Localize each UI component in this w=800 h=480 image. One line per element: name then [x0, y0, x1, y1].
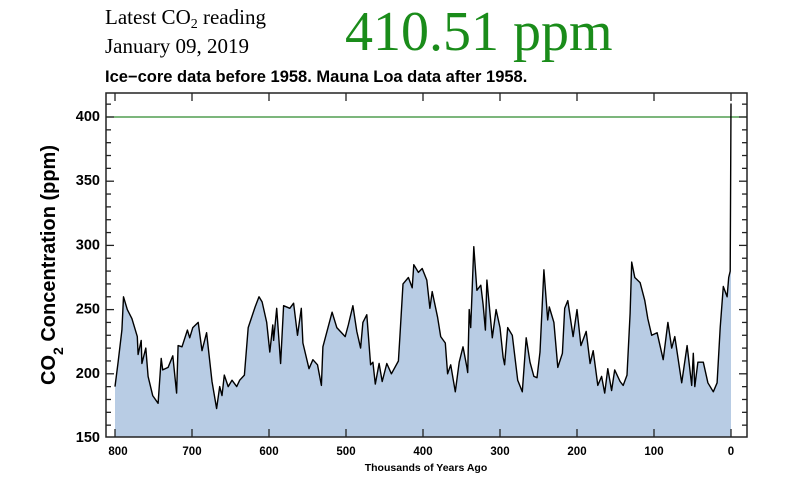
y-tick-label: 200: [76, 366, 100, 382]
x-tick-label: 500: [336, 446, 355, 458]
y-label-subscript: 2: [50, 347, 66, 355]
y-tick-label: 150: [76, 430, 100, 446]
y-tick-label: 350: [76, 173, 100, 189]
y-tick-label: 300: [76, 237, 100, 253]
y-axis-label: CO2 Concentration (ppm): [38, 145, 66, 385]
latest-label-text: Latest CO: [105, 5, 191, 29]
x-tick-label: 800: [108, 446, 127, 458]
x-tick-label: 600: [259, 446, 278, 458]
x-tick-label: 100: [644, 446, 663, 458]
chart-subtitle: Ice−core data before 1958. Mauna Loa dat…: [105, 68, 528, 86]
co2-series-line: [114, 103, 732, 410]
y-label-text-end: Concentration (ppm): [38, 145, 60, 347]
y-tick-label: 400: [76, 109, 100, 125]
x-tick-label: 400: [413, 446, 432, 458]
x-tick-label: 700: [182, 446, 201, 458]
latest-label-text-end: reading: [197, 5, 266, 29]
reading-date: January 09, 2019: [105, 34, 250, 58]
latest-reading-value: 410.51 ppm: [345, 1, 613, 63]
y-tick-label: 250: [76, 302, 100, 318]
x-tick-label: 0: [728, 446, 734, 458]
x-tick-label: 300: [490, 446, 509, 458]
latest-reading-label: Latest CO2 reading: [105, 6, 266, 32]
x-axis-label: Thousands of Years Ago: [365, 462, 488, 474]
co2-area-fill: [115, 103, 731, 437]
plot-frame: [105, 92, 748, 438]
x-tick-label: 200: [567, 446, 586, 458]
y-label-text: CO: [38, 355, 60, 385]
latest-label-subscript: 2: [190, 17, 198, 32]
